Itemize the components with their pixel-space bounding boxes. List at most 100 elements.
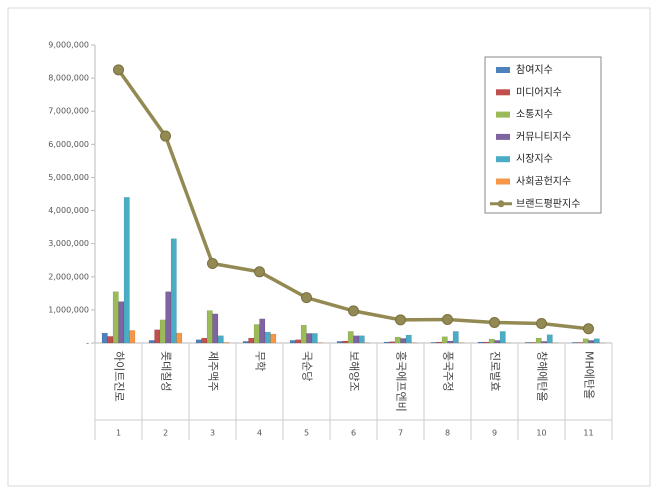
bar: [436, 341, 443, 344]
bar: [430, 342, 437, 344]
bar: [206, 310, 213, 344]
bar: [248, 337, 255, 344]
legend-label: 소통지수: [516, 109, 553, 121]
y-tick-label: 6,000,000: [48, 140, 89, 149]
y-tick-label: 8,000,000: [48, 74, 89, 83]
category-label: 하이트진로: [113, 351, 127, 402]
bar: [494, 340, 501, 344]
y-tick-label: -: [86, 339, 89, 348]
bar: [353, 335, 360, 344]
bar: [195, 339, 202, 344]
line-marker: [207, 258, 218, 270]
bar: [101, 332, 108, 344]
bar: [342, 340, 349, 344]
bar: [477, 341, 484, 344]
bar: [170, 238, 177, 344]
bar: [535, 337, 542, 344]
rank-label: 6: [351, 429, 356, 438]
line-marker: [348, 305, 359, 317]
rank-label: 3: [210, 429, 215, 438]
bar: [300, 324, 307, 344]
bar: [593, 338, 600, 344]
bar: [123, 197, 130, 344]
bar: [383, 341, 390, 344]
line-marker: [442, 313, 453, 325]
category-label: 제주맥주: [207, 351, 220, 391]
legend-swatch: [496, 111, 510, 118]
line-marker: [160, 130, 171, 142]
category-label: 창해에탄올: [536, 351, 550, 402]
bar: [264, 331, 271, 344]
category-label: MH에탄올: [583, 351, 596, 399]
rank-label: 8: [445, 429, 450, 438]
line-marker: [536, 317, 547, 329]
bar: [336, 341, 343, 344]
y-tick-label: 1,000,000: [48, 305, 89, 314]
bar: [311, 333, 318, 344]
bar: [242, 341, 249, 344]
bar: [295, 339, 302, 344]
bar: [306, 333, 313, 344]
bar: [223, 342, 230, 344]
rank-label: 7: [398, 429, 403, 438]
bar: [400, 338, 407, 344]
category-label: 진로발효: [489, 351, 502, 391]
bar: [118, 301, 125, 344]
bar: [159, 319, 166, 344]
rank-label: 1: [116, 429, 121, 438]
bar: [499, 331, 506, 344]
bar: [358, 335, 365, 344]
legend-label: 사회공헌지수: [516, 176, 571, 188]
bar: [577, 342, 584, 344]
bar: [289, 340, 296, 344]
bar: [447, 340, 454, 344]
bar: [201, 337, 208, 344]
category-label: 롯데칠성: [160, 351, 173, 391]
line-marker: [583, 323, 594, 335]
bar: [107, 336, 114, 344]
category-label: 보해양조: [348, 351, 362, 391]
bar: [389, 341, 396, 344]
bar: [212, 313, 219, 344]
line-marker: [395, 314, 406, 326]
bar: [524, 342, 531, 344]
line-marker: [113, 64, 124, 76]
line-marker: [489, 316, 500, 328]
bar: [347, 331, 354, 344]
y-tick-label: 9,000,000: [48, 41, 89, 50]
line-marker: [301, 292, 312, 304]
category-label: 무학: [254, 351, 267, 371]
y-tick-label: 7,000,000: [48, 107, 89, 116]
bar: [154, 329, 161, 344]
line-marker: [254, 266, 265, 278]
bar: [588, 340, 595, 344]
legend-label: 커뮤니티지수: [516, 131, 571, 143]
bar: [571, 342, 578, 344]
bar: [270, 333, 277, 344]
legend-swatch: [496, 89, 510, 96]
legend-swatch: [496, 156, 510, 163]
legend-label: 시장지수: [516, 153, 553, 165]
bar: [148, 340, 155, 344]
legend-label: 미디어지수: [516, 86, 562, 98]
legend-label: 브랜드평판지수: [516, 198, 580, 210]
bar: [582, 338, 589, 344]
bar: [259, 318, 266, 344]
legend-swatch: [497, 200, 505, 208]
rank-label: 4: [257, 429, 262, 438]
legend-label: 참여지수: [516, 64, 553, 76]
y-tick-label: 3,000,000: [48, 239, 89, 248]
bar: [541, 341, 548, 344]
y-tick-label: 5,000,000: [48, 173, 89, 182]
legend-swatch: [496, 178, 510, 185]
legend-swatch: [496, 133, 510, 140]
bar: [530, 342, 537, 344]
bar: [129, 330, 136, 344]
bar: [176, 332, 183, 344]
rank-label: 11: [583, 429, 593, 438]
rank-label: 10: [536, 429, 546, 438]
bar: [165, 291, 172, 344]
bar: [452, 331, 459, 344]
y-tick-label: 4,000,000: [48, 206, 89, 215]
